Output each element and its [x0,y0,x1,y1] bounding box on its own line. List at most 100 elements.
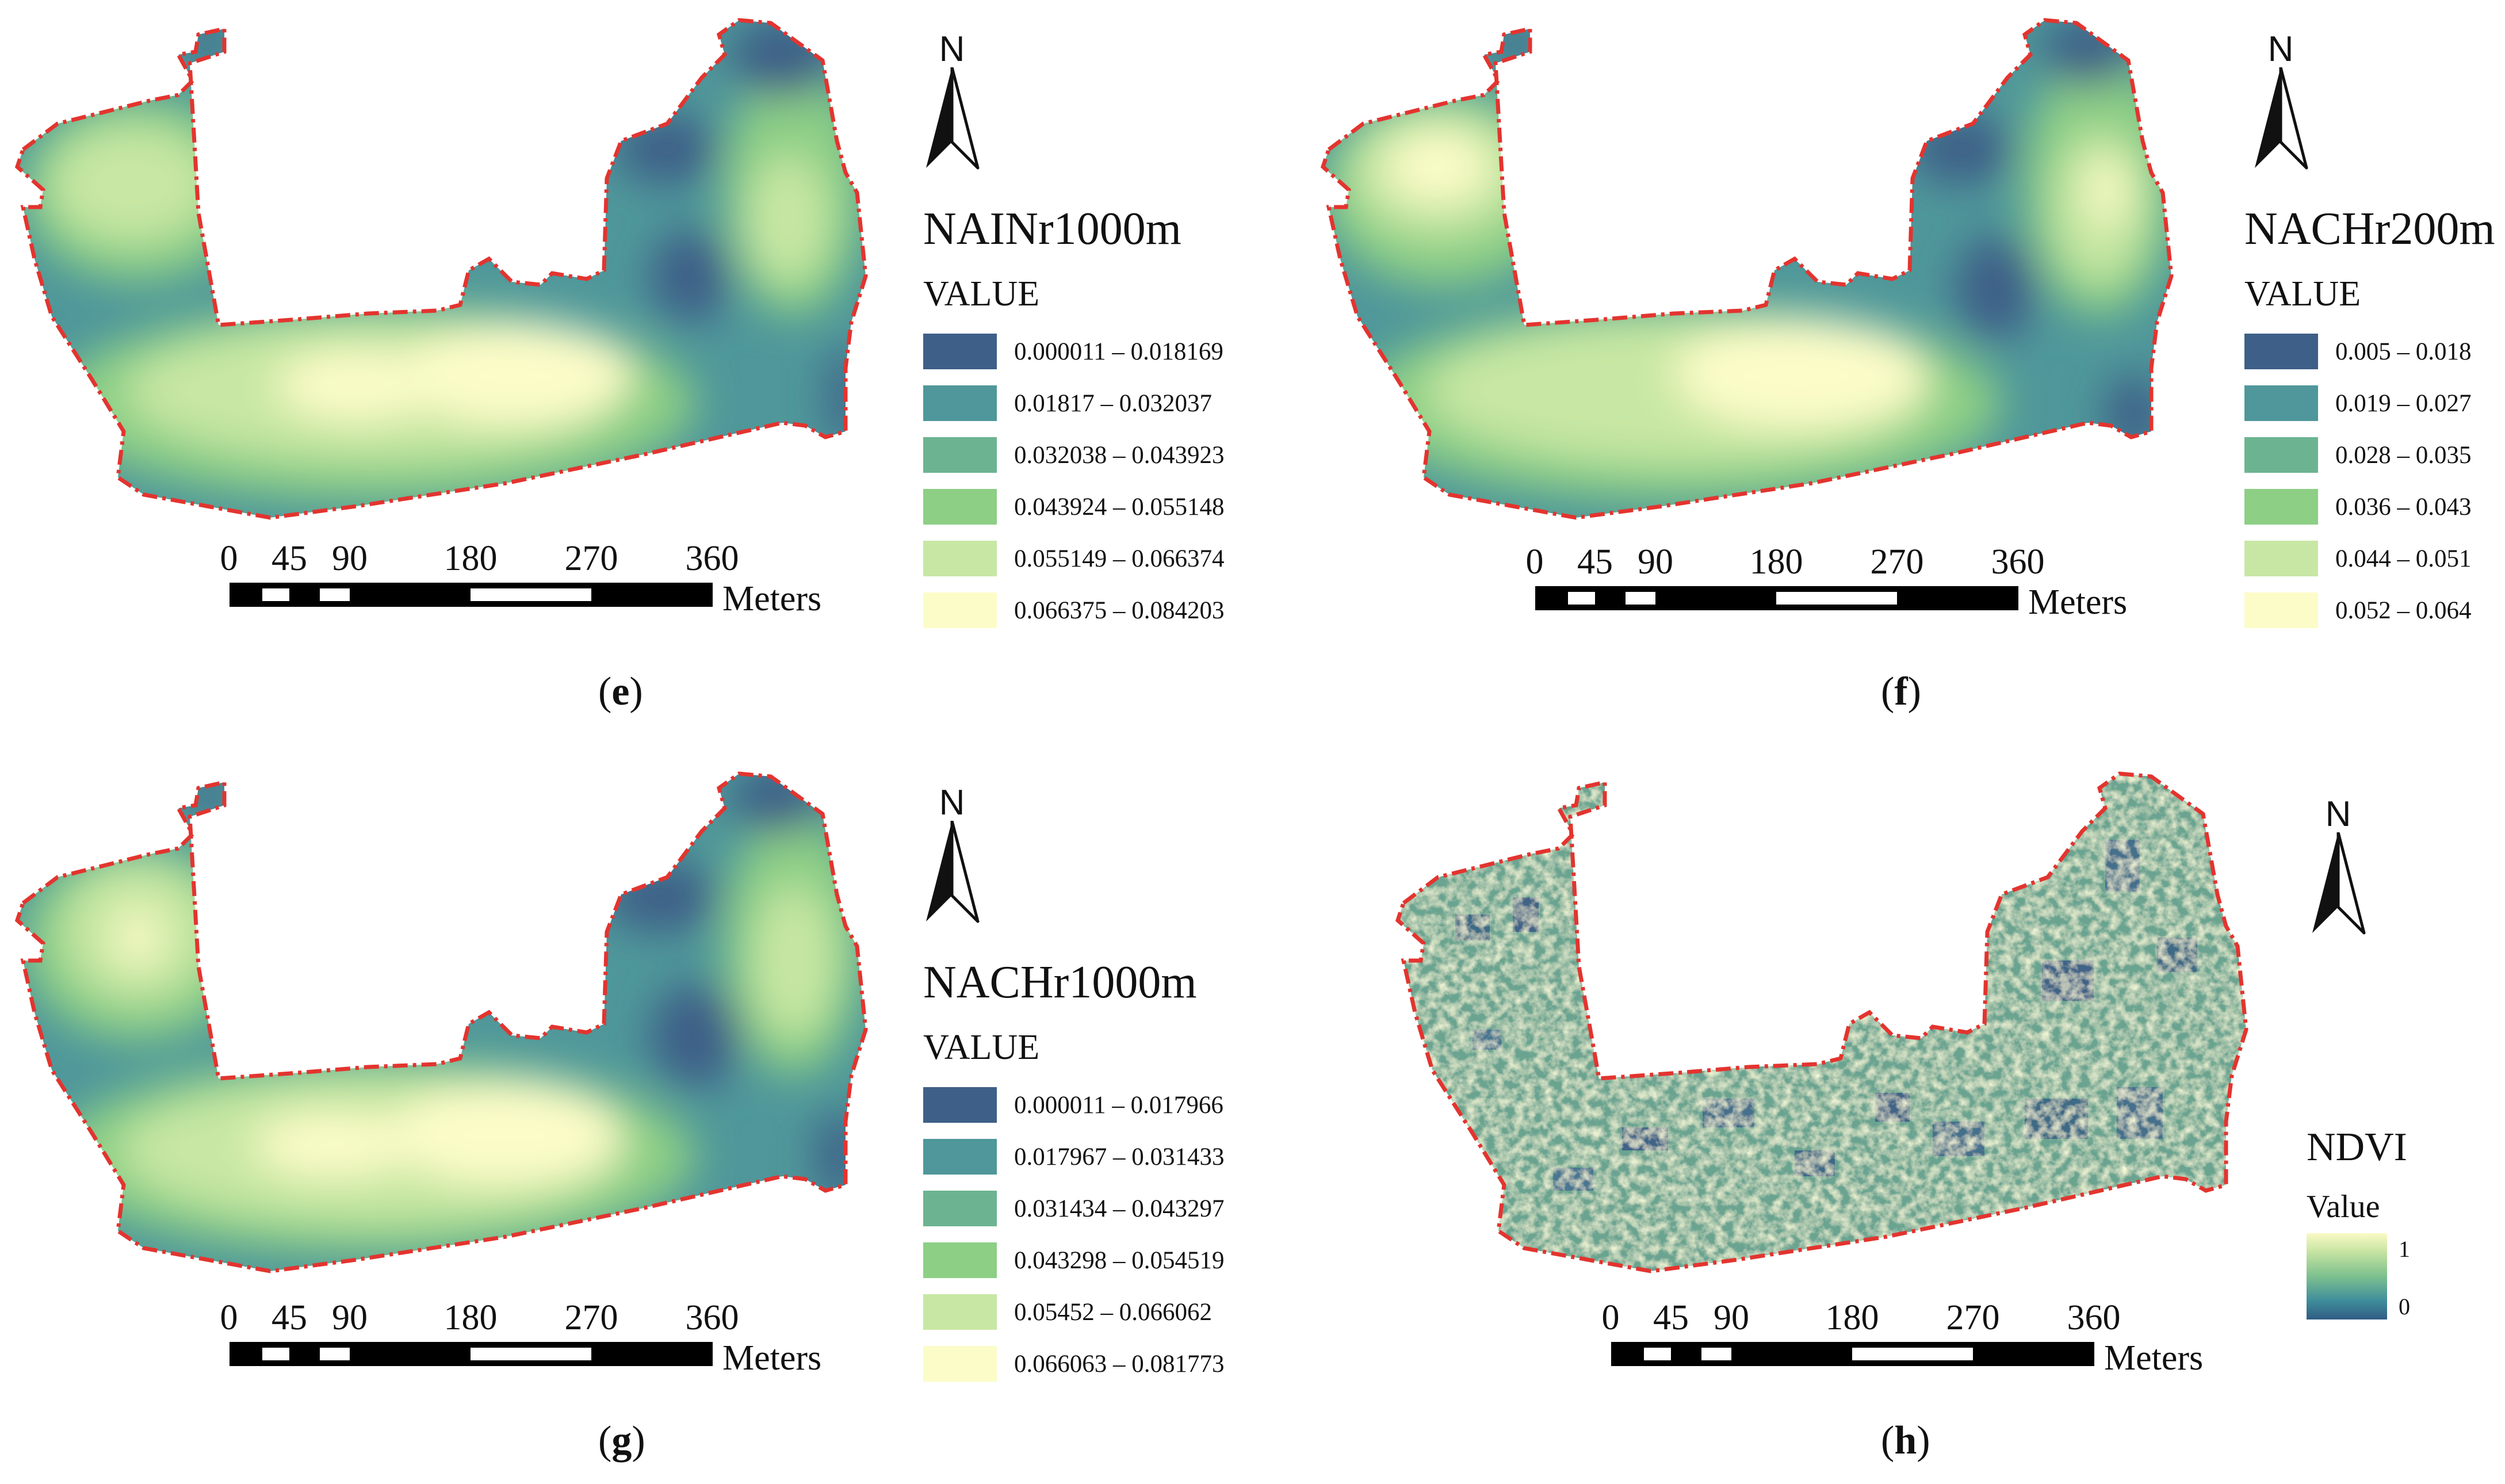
legend-title: NDVI [2307,1125,2407,1169]
north-label: N [939,29,965,69]
legend-label: 0.05452 – 0.066062 [1014,1298,1212,1326]
legend-f: NACHr200m VALUE 0.005 – 0.018 0.019 – 0.… [2244,206,2495,636]
north-arrow-icon [2255,67,2308,170]
scale-tick: 180 [443,539,498,578]
map-f-zone-11 [2042,20,2134,86]
north-arrow-icon [926,67,980,170]
legend-label: 0.043298 – 0.054519 [1014,1246,1225,1274]
legend-swatch [923,489,997,525]
map-e-zone-9 [650,230,731,322]
legend-g: NACHr1000m VALUE 0.000011 – 0.017966 0.0… [923,959,1225,1390]
map-h-block [1622,1127,1668,1150]
scale-bar-h: 0 45 90 180 270 360 Meters [1602,1298,2289,1380]
legend-row: 0.052 – 0.064 [2244,584,2495,636]
legend-label: 0.043924 – 0.055148 [1014,493,1225,521]
scale-tick: 180 [443,1298,498,1337]
scale-tick: 270 [564,1298,618,1337]
legend-swatch [923,1294,997,1330]
scale-units: Meters [722,1338,822,1378]
scale-tick: 90 [332,1298,368,1337]
legend-title: NACHr1000m [923,957,1197,1008]
map-h-boundary [1395,771,2248,1273]
legend-swatch [923,385,997,421]
caption-letter: g [611,1418,632,1463]
map-g-zone-7 [391,1081,621,1185]
legend-title: NAINr1000m [923,204,1181,254]
map-h-block [1795,1150,1835,1176]
scale-tick: 0 [220,539,238,578]
scale-ticks: 0 45 90 180 270 360 [1602,1298,2289,1340]
legend-swatch [923,1242,997,1278]
scale-bar-graphic [1535,586,2018,610]
scale-units: Meters [2028,583,2128,622]
legend-swatch [2244,541,2318,576]
caption-close: ) [1917,1418,1930,1463]
legend-title: NACHr200m [2244,204,2495,254]
caption-g: (g) [598,1421,645,1461]
legend-row: 0.01817 – 0.032037 [923,377,1225,429]
legend-label: 0.052 – 0.064 [2335,596,2472,624]
caption-open: ( [1881,1418,1895,1463]
map-f-zone-9 [2088,155,2128,224]
legend-swatch [2244,334,2318,369]
scale-bar-graphic [1611,1342,2094,1366]
map-h-block [1553,1168,1593,1191]
map-e-zone-5 [52,127,213,242]
legend-subtitle: VALUE [923,274,1040,313]
north-arrow-g: N [920,785,984,935]
map-e-zone-8 [276,351,437,420]
map-g [14,771,868,1273]
legend-label: 0.036 – 0.043 [2335,493,2472,521]
legend-row: 0.005 – 0.018 [2244,326,2495,377]
north-label: N [2325,794,2351,834]
legend-swatch [923,437,997,473]
color-ramp [2307,1233,2387,1319]
map-e-zone-6 [748,155,828,282]
caption-close: ) [632,1418,645,1463]
legend-label: 0.005 – 0.018 [2335,338,2472,365]
caption-f: (f) [1881,672,1921,712]
caption-letter: e [611,670,630,714]
map-f [1320,18,2174,520]
legend-swatch [2244,385,2318,421]
map-h-block [1703,1099,1754,1127]
map-h-block [1875,1093,1910,1122]
scale-units: Meters [2104,1338,2204,1378]
map-f-zone-7 [1674,319,1927,429]
scale-tick: 45 [271,1298,307,1337]
scale-tick: 270 [1870,542,1924,582]
legend-subtitle: VALUE [2244,274,2361,313]
legend-row: 0.017967 – 0.031433 [923,1131,1225,1183]
legend-label: 0.000011 – 0.018169 [1014,338,1223,365]
scale-tick: 360 [2067,1298,2121,1337]
legend-row: 0.019 – 0.027 [2244,377,2495,429]
legend-h: NDVI Value 1 0 [2307,1125,2410,1319]
north-arrow-icon [2312,832,2366,935]
legend-label: 0.066375 – 0.084203 [1014,596,1225,624]
north-label: N [939,783,965,823]
panel-e: N NAINr1000m VALUE 0.000011 – 0.018169 0… [0,0,1248,730]
map-h-block [2025,1099,2088,1139]
legend-label: 0.017967 – 0.031433 [1014,1143,1225,1171]
legend-row: 0.028 – 0.035 [2244,429,2495,481]
scale-bar-f: 0 45 90 180 270 360 Meters [1526,542,2213,625]
map-f-zone-8 [1386,132,1490,201]
legend-row: 0.000011 – 0.018169 [923,326,1225,377]
scale-bar-graphic [230,583,713,607]
legend-swatch [923,1346,997,1382]
panel-g: N NACHr1000m VALUE 0.000011 – 0.017966 0… [0,754,1248,1484]
map-g-zone-8 [253,1113,414,1176]
legend-row: 0.05452 – 0.066062 [923,1286,1225,1338]
map-h-block [1473,1030,1501,1050]
scale-ticks: 0 45 90 180 270 360 [1526,542,2213,584]
map-g-zone-10 [650,984,742,1087]
scale-tick: 45 [271,539,307,578]
scale-tick: 360 [685,539,739,578]
scale-tick: 360 [1991,542,2045,582]
legend-label: 0.032038 – 0.043923 [1014,441,1225,469]
legend-swatch [2244,437,2318,473]
legend-row: 0.036 – 0.043 [2244,481,2495,533]
caption-close: ) [1907,670,1921,714]
ramp-low-label: 0 [2399,1294,2410,1319]
scale-units: Meters [722,579,822,618]
